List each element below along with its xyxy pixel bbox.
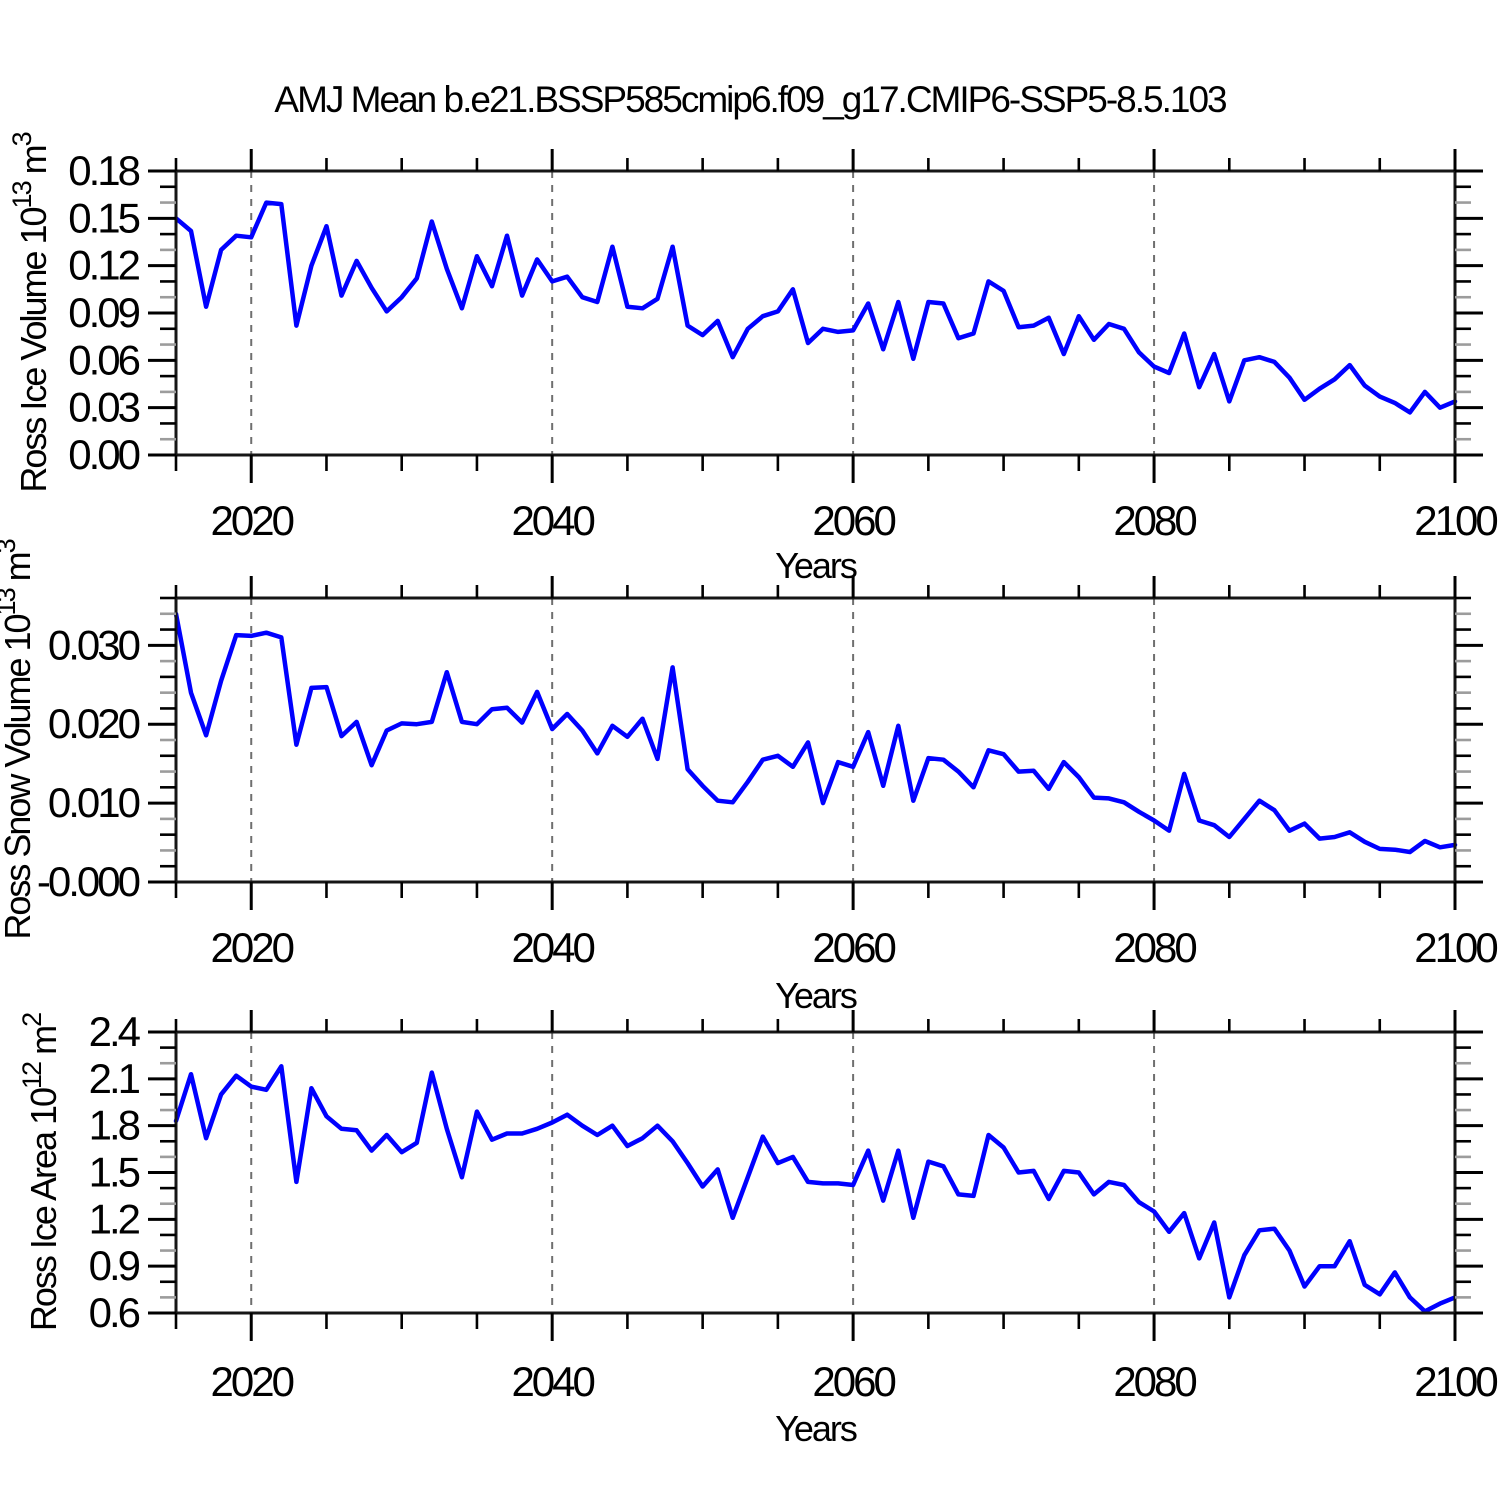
axes-frame <box>174 596 1457 884</box>
x-tick-label: 2040 <box>511 924 594 971</box>
x-axis-title: Years <box>775 545 857 586</box>
x-tick-label: 2080 <box>1113 497 1196 544</box>
panel-ross-ice-volume: 0.180.150.120.090.060.030.00 2020 2040 2060… <box>7 132 1500 586</box>
x-tick-label: 2100 <box>1414 924 1497 971</box>
x-tick-label: 2060 <box>812 924 895 971</box>
y-axis-title: Ross Snow Volume 1013 m3 <box>0 539 38 939</box>
y-tick-label: 2.1 <box>89 1055 140 1102</box>
y-tick-label: 0.6 <box>89 1289 140 1336</box>
panel-ross-snow-volume: 0.030 0.020 0.010 -0.000 2020 2040 2060 2080 210… <box>0 539 1500 1016</box>
x-tick-label: 2020 <box>211 497 294 544</box>
y-tick-label: 0.18 <box>68 147 139 194</box>
y-tick-label: 0.030 <box>48 621 140 668</box>
x-tick-label: 2060 <box>812 497 895 544</box>
y-tick-label: 1.8 <box>89 1102 140 1149</box>
y-tick-label: -0.000 <box>37 858 140 905</box>
x-tick-label: 2020 <box>211 924 294 971</box>
y-tick-label: 0.020 <box>48 700 140 747</box>
y-tick-label: 0.15 <box>68 194 139 241</box>
x-axis-title: Years <box>775 975 857 1016</box>
y-tick-label: 0.00 <box>68 431 139 478</box>
y-tick-label: 0.9 <box>89 1242 140 1289</box>
x-tick-label: 2060 <box>812 1358 895 1405</box>
y-axis-title: Ross Ice Area 1012 m2 <box>17 1013 64 1331</box>
axes-frame <box>174 169 1457 457</box>
y-axis-title: Ross Ice Volume 1013 m3 <box>7 132 54 492</box>
chart-title: AMJ Mean b.e21.BSSP585cmip6.f09_g17.CMIP… <box>274 79 1226 120</box>
y-tick-label: 0.03 <box>68 384 139 431</box>
y-tick-label: 2.4 <box>89 1008 141 1055</box>
series-line-ross-snow-volume <box>173 611 1458 855</box>
x-tick-label: 2040 <box>511 497 594 544</box>
x-tick-label: 2100 <box>1414 1358 1497 1405</box>
y-tick-label: 0.12 <box>68 242 139 289</box>
x-tick-label: 2080 <box>1113 924 1196 971</box>
x-tick-label: 2100 <box>1414 497 1497 544</box>
y-tick-label: 0.010 <box>48 779 140 826</box>
x-tick-label: 2020 <box>211 1358 294 1405</box>
axes-frame <box>174 1030 1457 1315</box>
series-line-ross-ice-volume <box>173 200 1458 415</box>
y-tick-label: 1.2 <box>89 1195 140 1242</box>
panel-ross-ice-area: 2.42.11.81.51.20.90.6 2020 2040 2060 2080 210… <box>17 1008 1500 1449</box>
x-tick-label: 2040 <box>511 1358 594 1405</box>
x-tick-label: 2080 <box>1113 1358 1196 1405</box>
y-tick-label: 1.5 <box>89 1149 140 1196</box>
y-tick-label: 0.09 <box>68 289 139 336</box>
series-line-ross-ice-area <box>173 1064 1458 1314</box>
x-axis-title: Years <box>775 1408 857 1449</box>
y-tick-label: 0.06 <box>68 336 139 383</box>
